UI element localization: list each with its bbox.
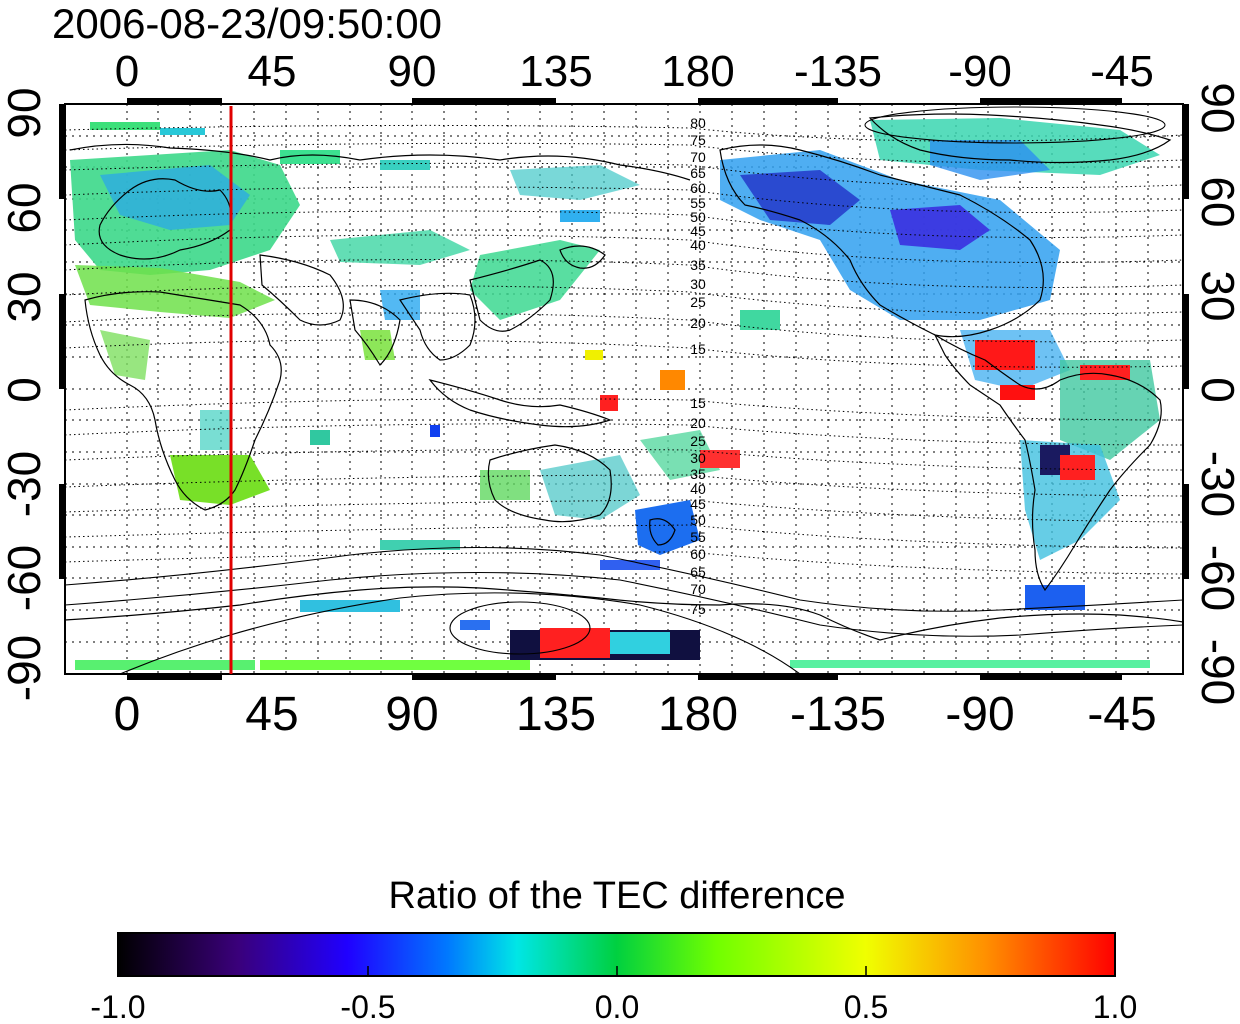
timestamp-title: 2006-08-23/09:50:00 <box>52 0 442 47</box>
lat-label-right: -90 <box>1192 639 1240 705</box>
lat-label-left: -90 <box>0 635 50 701</box>
lon-label-bottom: 45 <box>245 688 298 741</box>
contour-label: 25 <box>690 433 706 449</box>
lat-label-left: -30 <box>0 451 50 517</box>
lon-label-bottom: 0 <box>114 688 141 741</box>
lat-label-right: 30 <box>1192 270 1240 321</box>
contour-label: 35 <box>690 466 706 482</box>
lat-label-left: 0 <box>0 377 50 403</box>
contour-label: 25 <box>690 294 706 310</box>
contour-label: 70 <box>690 149 706 165</box>
contour-label: 55 <box>690 195 706 211</box>
lon-label-bottom: 180 <box>658 688 738 741</box>
map-panel: 80 75 70 65 60 55 50 45 40 35 30 25 20 1… <box>59 98 1189 680</box>
contour-label: 35 <box>690 257 706 273</box>
contour-label: 50 <box>690 209 706 225</box>
lat-label-left: -60 <box>0 545 50 611</box>
lat-label-right: -30 <box>1192 451 1240 517</box>
contour-label: 70 <box>690 581 706 597</box>
contour-label: 30 <box>690 276 706 292</box>
contour-label: 50 <box>690 512 706 528</box>
lon-label-top: 180 <box>661 47 734 96</box>
top-longitude-labels: 0 45 90 135 180 -135 -90 -45 <box>115 47 1154 96</box>
lat-label-left: 60 <box>0 182 50 233</box>
colorbar-tick-label: -1.0 <box>90 989 145 1024</box>
contour-labels-north: 80 75 70 65 60 55 50 45 40 35 30 25 20 1… <box>690 115 706 357</box>
colorbar-ticks <box>367 966 867 976</box>
contour-label: 30 <box>690 450 706 466</box>
lon-label-top: 135 <box>519 47 592 96</box>
magnetic-latitude-contours <box>65 124 1183 575</box>
contour-label: 60 <box>690 546 706 562</box>
lon-label-top: 90 <box>388 47 437 96</box>
lon-label-top: -135 <box>794 47 882 96</box>
lat-label-right: 0 <box>1192 377 1240 403</box>
contour-label: 45 <box>690 496 706 512</box>
colorbar: Ratio of the TEC difference -1.0 -0.5 0.… <box>90 875 1137 1024</box>
lon-label-bottom: -135 <box>790 688 886 741</box>
magnetic-latitude-contours-solid <box>65 106 1183 674</box>
lon-label-bottom: 90 <box>385 688 438 741</box>
contour-label: 20 <box>690 315 706 331</box>
colorbar-tick-labels: -1.0 -0.5 0.0 0.5 1.0 <box>90 989 1137 1024</box>
lat-label-left: 90 <box>0 87 50 138</box>
contour-label: 75 <box>690 601 706 617</box>
colorbar-tick-label: 0.5 <box>844 989 888 1024</box>
lon-label-top: 0 <box>115 47 139 96</box>
lat-label-right: -60 <box>1192 545 1240 611</box>
contour-label: 60 <box>690 180 706 196</box>
lon-label-top: -90 <box>948 47 1012 96</box>
colorbar-title: Ratio of the TEC difference <box>389 875 846 917</box>
lat-label-left: 30 <box>0 271 50 322</box>
lon-label-top: 45 <box>248 47 297 96</box>
contour-label: 80 <box>690 115 706 131</box>
lon-label-bottom: 135 <box>516 688 596 741</box>
contour-label: 55 <box>690 529 706 545</box>
colorbar-tick-label: 0.0 <box>595 989 639 1024</box>
tec-ratio-data-patches <box>70 118 1160 670</box>
contour-label: 20 <box>690 415 706 431</box>
right-latitude-labels: 90 60 30 0 -30 -60 -90 <box>1192 82 1240 705</box>
bottom-longitude-labels: 0 45 90 135 180 -135 -90 -45 <box>114 688 1157 741</box>
contour-label: 40 <box>690 481 706 497</box>
contour-label: 40 <box>690 237 706 253</box>
lon-label-top: -45 <box>1090 47 1154 96</box>
contour-label: 15 <box>690 341 706 357</box>
lat-label-right: 60 <box>1192 176 1240 227</box>
lat-label-right: 90 <box>1192 82 1240 133</box>
left-latitude-labels: 90 60 30 0 -30 -60 -90 <box>0 87 50 701</box>
lon-label-bottom: -90 <box>945 688 1014 741</box>
contour-label: 65 <box>690 564 706 580</box>
colorbar-tick-label: -0.5 <box>340 989 395 1024</box>
contour-label: 15 <box>690 395 706 411</box>
lon-label-bottom: -45 <box>1087 688 1156 741</box>
frame-tick-bars <box>59 98 1189 680</box>
contour-label: 65 <box>690 165 706 181</box>
contour-labels-south: 15 20 25 30 35 40 45 50 55 60 65 70 75 <box>690 395 706 617</box>
contour-label: 75 <box>690 132 706 148</box>
contour-label: 45 <box>690 223 706 239</box>
colorbar-tick-label: 1.0 <box>1093 989 1137 1024</box>
